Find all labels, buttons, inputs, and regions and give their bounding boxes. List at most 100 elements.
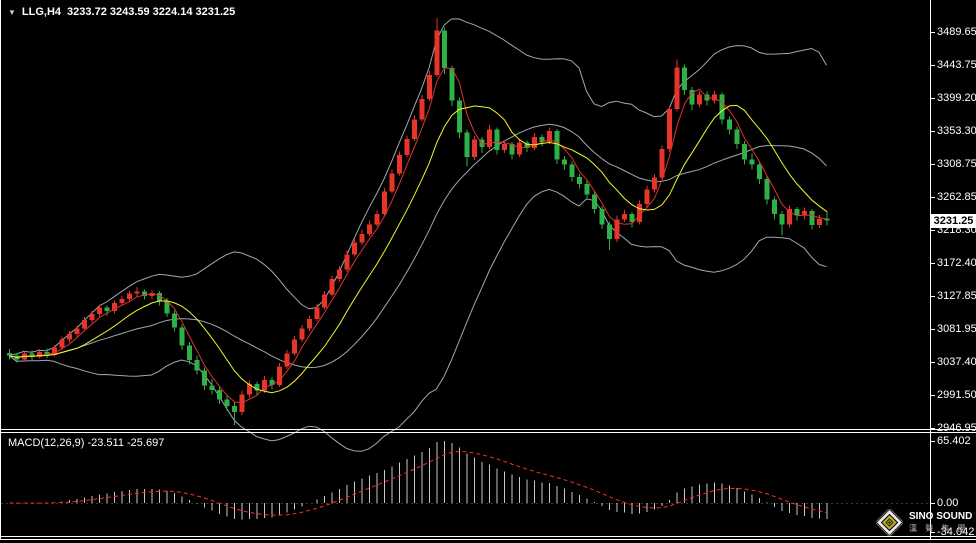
candle-body-up	[74, 328, 80, 334]
candle-body-up	[802, 211, 807, 216]
candle-body-up	[344, 254, 350, 270]
candle-body-up	[712, 94, 717, 101]
axis-tick-mark	[931, 395, 935, 397]
candle-body-up	[637, 203, 642, 223]
candle-body-up	[277, 366, 282, 385]
candle-body-down	[232, 406, 237, 412]
candle-body-down	[202, 370, 207, 386]
candle-body-up	[502, 144, 507, 150]
candle-body-down	[794, 209, 800, 216]
candle-body-up	[89, 314, 95, 320]
axis-tick-mark	[931, 361, 935, 363]
candle-body-down	[592, 194, 597, 210]
candle-body-down	[569, 164, 575, 177]
axis-tick-mark	[931, 197, 935, 199]
candle-body-down	[494, 129, 500, 150]
candle-body-up	[404, 139, 410, 156]
candle-body-up	[247, 384, 252, 395]
candle-body-down	[269, 379, 275, 385]
candle-body-down	[29, 353, 35, 358]
candle-body-down	[254, 384, 260, 391]
candle-body-down	[464, 132, 470, 158]
candle-body-down	[539, 136, 545, 142]
price-axis-label: 3262.85	[937, 191, 976, 204]
candle-body-up	[674, 67, 680, 110]
candle-body-down	[757, 164, 762, 180]
macd-signal-line	[9, 450, 828, 516]
candle-body-down	[157, 292, 162, 301]
axis-tick-mark	[931, 532, 935, 533]
candle-body-up	[532, 136, 537, 148]
bollinger-upper-band	[8, 18, 827, 357]
bollinger-lower-band	[8, 188, 827, 452]
candle-body-up	[322, 294, 327, 308]
candle-body-up	[472, 139, 477, 158]
axis-tick-mark	[931, 329, 935, 331]
axis-tick-mark	[931, 503, 935, 504]
candle-body-up	[382, 191, 387, 215]
candle-body-down	[562, 159, 567, 165]
candle-body-up	[119, 298, 125, 304]
ma-fast-red-line	[9, 67, 828, 404]
candle-body-up	[644, 189, 650, 204]
candle-body-down	[524, 142, 530, 148]
candle-body-up	[299, 328, 305, 340]
macd-indicator-label: MACD(12,26,9) -23.511 -25.697	[8, 437, 165, 449]
candle-body-up	[112, 303, 117, 312]
candle-body-down	[457, 100, 462, 133]
candle-body-up	[262, 379, 267, 391]
price-axis-label: 3489.65	[937, 26, 976, 38]
candle-body-down	[719, 94, 725, 120]
candle-body-up	[427, 74, 432, 99]
candle-body-up	[37, 352, 42, 358]
candle-body-up	[367, 224, 372, 234]
candle-body-down	[172, 313, 177, 328]
candle-body-up	[614, 219, 620, 239]
macd-axis-min-label: -34.042	[937, 526, 975, 538]
candle-body-up	[419, 98, 425, 120]
axis-tick-mark	[931, 131, 935, 133]
candle-body-up	[127, 293, 132, 299]
price-axis-label: 2946.95	[937, 421, 976, 434]
candle-body-up	[307, 319, 312, 329]
axis-tick-mark	[931, 295, 935, 297]
axis-tick-mark	[931, 32, 935, 33]
candle-body-up	[517, 142, 522, 155]
candle-body-down	[584, 184, 590, 195]
price-axis-label: 3037.40	[937, 355, 976, 368]
candle-body-up	[59, 339, 65, 348]
axis-tick-mark	[931, 263, 935, 265]
broker-logo: SINO SOUND 漢 聲 集 團	[876, 504, 976, 540]
candle-body-down	[224, 399, 230, 407]
current-price-tag: 3231.25	[931, 213, 976, 228]
candle-body-up	[622, 214, 627, 220]
candle-body-up	[292, 339, 297, 354]
price-axis-label: 3443.75	[937, 59, 976, 72]
candle-body-down	[824, 218, 830, 221]
price-axis-label: 3308.75	[937, 157, 976, 170]
candle-body-up	[667, 109, 672, 150]
broker-name-chinese: 漢 聲 集 團	[909, 523, 969, 533]
candle-body-down	[682, 67, 687, 91]
candle-body-up	[374, 214, 380, 225]
candle-body-down	[809, 211, 815, 226]
candle-body-down	[577, 176, 582, 185]
candle-body-down	[764, 179, 770, 200]
candle-body-up	[329, 279, 335, 295]
candle-body-up	[67, 333, 72, 340]
ohlc-quote-label: 3233.72 3243.59 3224.14 3231.25	[67, 6, 236, 18]
symbol-timeframe-label: LLG,H4	[21, 6, 62, 18]
diamond-logo-icon	[876, 508, 903, 536]
candle-body-down	[164, 300, 170, 314]
axis-tick-mark	[931, 427, 935, 429]
candle-body-down	[449, 68, 455, 101]
candle-body-up	[652, 177, 657, 190]
candle-body-up	[134, 291, 140, 294]
candle-body-up	[397, 155, 402, 174]
chevron-down-icon[interactable]: ▼	[8, 7, 16, 17]
candle-body-down	[104, 307, 110, 312]
axis-tick-mark	[931, 229, 935, 231]
candle-body-down	[44, 352, 50, 355]
